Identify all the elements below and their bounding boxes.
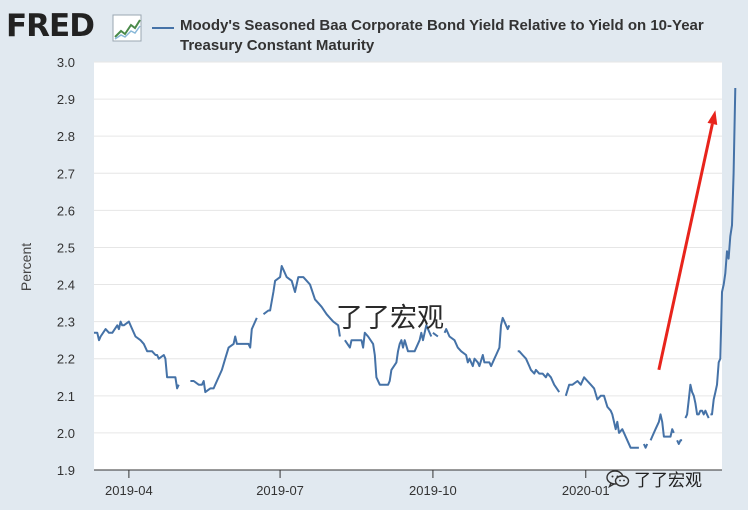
x-tick-label: 2019-07 xyxy=(256,483,304,498)
series-line-segment-4 xyxy=(432,331,439,338)
y-tick-label: 2.8 xyxy=(57,129,75,144)
series-line-segment-3 xyxy=(344,324,433,386)
annotation-arrow-head xyxy=(707,110,718,125)
y-tick-label: 2.1 xyxy=(57,389,75,404)
series-line-segment-10 xyxy=(676,439,683,445)
x-axis-ticks: 2019-04 2019-07 2019-10 2020-01 xyxy=(94,469,722,498)
x-tick-label: 2019-10 xyxy=(409,483,457,498)
line-chart-icon xyxy=(112,14,142,42)
x-tick-label: 2019-04 xyxy=(105,483,153,498)
y-axis-label: Percent xyxy=(18,243,34,291)
y-tick-label: 2.2 xyxy=(57,352,75,367)
x-tick-label: 2020-01 xyxy=(562,483,610,498)
annotation-group xyxy=(657,110,718,371)
series-line-segment-9 xyxy=(649,413,675,441)
series-line-segment-6 xyxy=(517,350,561,393)
y-tick-label: 2.3 xyxy=(57,315,75,330)
wechat-badge-label: 了了宏观 xyxy=(634,471,702,491)
series-line-segment-12 xyxy=(710,87,737,416)
legend-series-swatch xyxy=(152,27,174,29)
y-tick-label: 2.0 xyxy=(57,426,75,441)
y-tick-label: 2.9 xyxy=(57,92,75,107)
plot-area xyxy=(94,62,722,470)
fred-logo[interactable]: FRED xyxy=(6,8,142,44)
watermark-text: 了了宏观 xyxy=(336,303,444,334)
y-tick-label: 2.5 xyxy=(57,240,75,255)
wechat-badge: 了了宏观 xyxy=(606,466,702,491)
series-line-segment-8 xyxy=(642,443,649,449)
series-line-segment-1 xyxy=(190,317,258,394)
series-line-segment-7 xyxy=(564,376,639,449)
series-line-segment-2 xyxy=(262,265,341,337)
y-tick-label: 2.4 xyxy=(57,278,75,293)
wechat-icon xyxy=(606,469,630,488)
series-line-segment-11 xyxy=(684,383,710,419)
y-tick-label: 2.7 xyxy=(57,166,75,181)
series-line-segment-5 xyxy=(443,316,511,368)
grid-lines xyxy=(94,61,722,434)
chart-title: Moody's Seasoned Baa Corporate Bond Yiel… xyxy=(180,17,704,54)
y-tick-label: 3.0 xyxy=(57,55,75,70)
y-tick-label: 1.9 xyxy=(57,463,75,478)
series-line-segment-0 xyxy=(94,320,180,390)
fred-logo-text: FRED xyxy=(6,8,95,44)
annotation-arrow-shaft xyxy=(657,123,714,371)
y-tick-label: 2.6 xyxy=(57,203,75,218)
series-group xyxy=(94,87,737,449)
y-axis-ticks: 1.9 2.0 2.1 2.2 2.3 2.4 2.5 2.6 2.7 2.8 2.9 3.0 xyxy=(57,55,75,478)
